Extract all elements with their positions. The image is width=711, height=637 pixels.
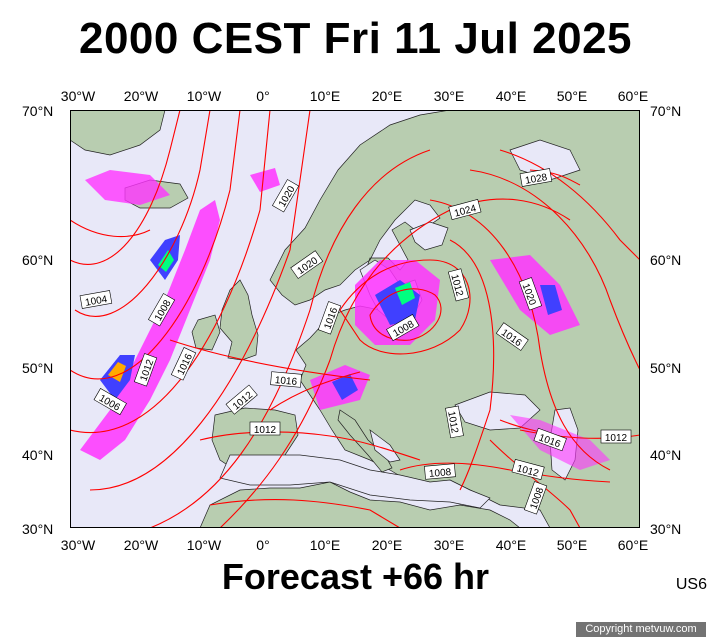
isobar-label: 1012 [254, 425, 277, 436]
rain-core-russia [540, 285, 562, 315]
isobar-line [499, 149, 640, 261]
lon-label-bottom: 40°E [495, 537, 527, 553]
isobar-line [369, 288, 442, 341]
isobar-line [399, 462, 611, 483]
lat-label-left: 50°N [22, 360, 54, 376]
lon-label-bottom: 30°W [60, 537, 96, 553]
isobar-line [209, 498, 401, 528]
north-africa-land [199, 481, 521, 528]
lon-label-top: 50°E [556, 88, 588, 104]
adriatic-sea [369, 429, 401, 463]
map-frame [70, 110, 640, 528]
lon-label-top: 10°W [186, 88, 222, 104]
lat-label-left: 30°N [22, 521, 54, 537]
gulf-of-bothnia [409, 221, 449, 251]
rain-patch-iceland [85, 170, 170, 205]
italy-land [337, 409, 393, 473]
isobar-line [489, 439, 581, 528]
lat-label-left: 60°N [22, 252, 54, 268]
lon-label-top: 20°E [371, 88, 403, 104]
lon-label-top: 60°E [617, 88, 649, 104]
isobar-label: 1004 [84, 294, 108, 309]
rain-band-atlantic [80, 200, 220, 460]
lon-label-bottom: 60°E [617, 537, 649, 553]
white-sea [509, 139, 581, 181]
great-britain-land [219, 279, 259, 361]
ireland-land [191, 314, 221, 351]
isobar-line [149, 149, 431, 528]
lon-label-top: 0° [256, 88, 270, 104]
lon-label-bottom: 30°E [433, 537, 465, 553]
weather-map: 1028 1024 1020 1020 1020 1016 1016 1016 … [70, 110, 706, 637]
lon-label-top: 20°W [123, 88, 159, 104]
isobar-label: 1028 [524, 172, 548, 187]
isobar-line [269, 371, 361, 411]
forecast-label: Forecast +66 hr [221, 556, 490, 597]
lat-label-right: 60°N [650, 252, 682, 268]
rain-heavy-north [158, 250, 174, 272]
isobar-line [70, 110, 181, 265]
isobar-line [219, 198, 571, 528]
copyright-notice: Copyright metvuw.com [576, 622, 706, 637]
lon-label-bottom: 10°E [309, 537, 341, 553]
model-code: US6 [675, 576, 707, 593]
isobar-line [449, 239, 495, 491]
lon-label-bottom: 50°E [556, 537, 588, 553]
lon-label-top: 10°E [309, 88, 341, 104]
isobar-line [89, 110, 311, 491]
isobar-label: 1008 [429, 467, 453, 480]
isobar-line [429, 199, 611, 471]
rain-core-alps [332, 374, 358, 400]
isobar-line [70, 219, 151, 238]
isobar-line [169, 339, 371, 381]
isobar-line [70, 110, 241, 380]
lat-label-right: 30°N [650, 521, 682, 537]
isobar-line [339, 259, 471, 355]
lon-label-top: 30°E [433, 88, 465, 104]
rain-heavy-baltic [395, 282, 415, 305]
lat-label-right: 70°N [650, 103, 682, 119]
lat-label-left: 40°N [22, 447, 54, 463]
lon-label-bottom: 0° [256, 537, 270, 553]
isobars [70, 110, 640, 528]
isobar-line [469, 169, 640, 371]
map-canvas: 1028 1024 1020 1020 1020 1016 1016 1016 … [70, 110, 640, 528]
lon-label-bottom: 20°E [371, 537, 403, 553]
lon-label-bottom: 10°W [186, 537, 222, 553]
lon-label-top: 30°W [60, 88, 96, 104]
isobar-line [74, 110, 211, 317]
isobar-label: 1016 [274, 375, 298, 388]
lat-label-left: 70°N [22, 103, 54, 119]
greenland-land [70, 110, 166, 156]
lon-label-bottom: 20°W [123, 537, 159, 553]
map-title: 2000 CEST Fri 11 Jul 2025 [78, 14, 633, 63]
isobar-label: 1012 [445, 410, 460, 434]
lat-label-right: 40°N [650, 447, 682, 463]
mediterranean-sea [219, 454, 491, 509]
isobar-label: 1012 [605, 433, 628, 444]
precipitation [80, 168, 610, 470]
rain-patch-norwegian-sea [250, 168, 280, 192]
isobar-line [199, 431, 421, 461]
lon-label-top: 40°E [495, 88, 527, 104]
lat-label-right: 50°N [650, 360, 682, 376]
